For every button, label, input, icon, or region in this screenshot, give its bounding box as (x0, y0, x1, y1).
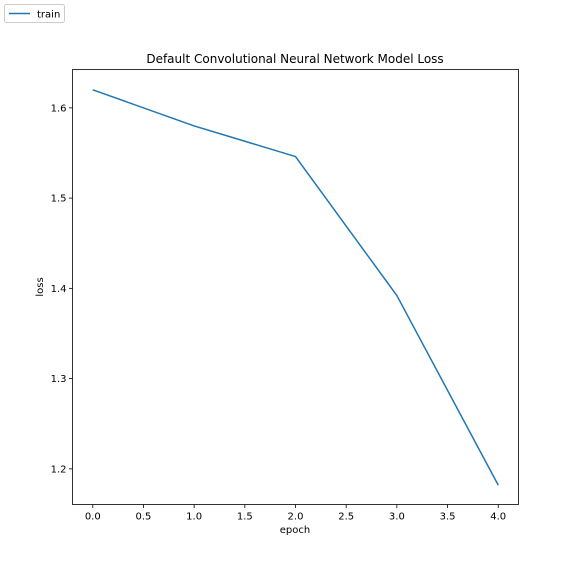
plot-area (72, 69, 519, 505)
chart-title: Default Convolutional Neural Network Mod… (146, 52, 443, 66)
y-tick-label: 1.5 (51, 194, 67, 205)
x-tick-label: 2.5 (338, 512, 354, 523)
x-tick-label: 3.0 (389, 512, 405, 523)
x-tick-label: 0.0 (85, 512, 101, 523)
legend-label-train: train (37, 10, 60, 21)
x-tick-label: 4.0 (490, 512, 506, 523)
legend-box (4, 4, 65, 23)
y-axis: 1.2 1.3 1.4 1.5 1.6 (51, 103, 73, 475)
x-tick-label: 0.5 (136, 512, 152, 523)
x-axis-label: epoch (280, 525, 310, 536)
x-tick-label: 3.5 (440, 512, 456, 523)
y-tick-label: 1.3 (51, 374, 67, 385)
y-tick-label: 1.4 (51, 284, 67, 295)
legend: train (4, 4, 65, 23)
x-axis: 0.0 0.5 1.0 1.5 2.0 2.5 3.0 3.5 4.0 (85, 504, 506, 523)
y-axis-label: loss (35, 277, 46, 296)
x-tick-label: 1.5 (237, 512, 253, 523)
y-tick-label: 1.2 (51, 464, 67, 475)
series-layer (92, 89, 499, 486)
y-tick-label: 1.6 (51, 103, 67, 114)
x-tick-label: 2.0 (288, 512, 304, 523)
x-tick-label: 1.0 (186, 512, 202, 523)
